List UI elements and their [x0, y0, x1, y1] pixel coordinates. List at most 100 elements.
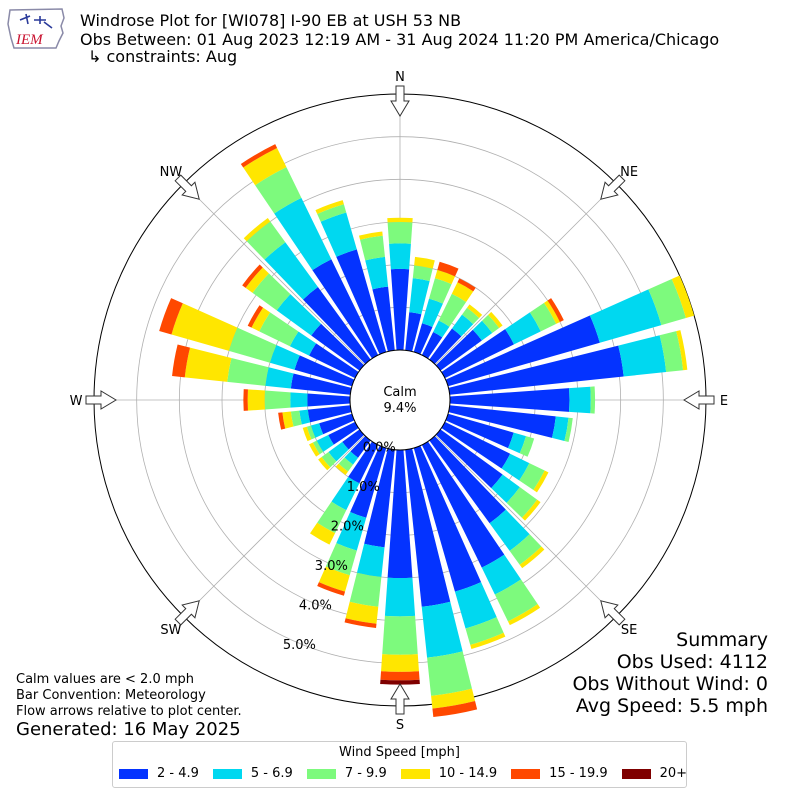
windrose-bar-segment: [274, 197, 332, 271]
windrose-bar-segment: [372, 286, 395, 352]
calm-value: 9.4%: [383, 401, 416, 416]
windrose-bar-segment: [381, 654, 419, 672]
windrose-bar-segment: [310, 522, 336, 545]
windrose-bar-segment: [290, 392, 308, 408]
windrose-bar-segment: [547, 298, 564, 322]
windrose-bars: [159, 144, 695, 718]
windrose-bar-segment: [246, 221, 286, 260]
radial-tick-label: 2.0%: [331, 519, 364, 534]
chart-title: Windrose Plot for [WI078] I-90 EB at USH…: [80, 11, 462, 30]
windrose-bar-segment: [461, 307, 480, 325]
direction-label: N: [395, 70, 405, 85]
legend-entry: 20+: [621, 766, 687, 781]
windrose-bar-segment: [309, 343, 359, 379]
legend-label: 7 - 9.9: [344, 766, 387, 781]
windrose-bar-segment: [451, 282, 474, 302]
chart-subtitle: Obs Between: 01 Aug 2023 12:19 AM - 31 A…: [80, 30, 720, 49]
flow-arrow-icon: [683, 390, 715, 410]
windrose-bar-segment: [276, 294, 322, 336]
legend-entry: 2 - 4.9: [119, 766, 199, 781]
direction-label: SW: [160, 623, 181, 638]
windrose-bar-segment: [671, 275, 695, 319]
windrose-bar-segment: [309, 442, 320, 457]
windrose-bar-segment: [481, 554, 522, 595]
windrose-bar-segment: [387, 221, 413, 244]
windrose-bar-segment: [316, 435, 334, 452]
iem-logo: IEM: [6, 6, 68, 52]
windrose-bar-segment: [264, 390, 291, 410]
legend-items: 2 - 4.9 5 - 6.9 7 - 9.9 10 - 14.9 15 - 19.9 2…: [119, 766, 701, 781]
windrose-bar-segment: [336, 249, 387, 355]
windrose-bar-segment: [255, 167, 302, 214]
windrose-bar-segment: [303, 287, 371, 365]
windrose-bar-segment: [429, 435, 506, 524]
windrose-bar-segment: [467, 304, 483, 318]
windrose-bar-segment: [159, 298, 183, 335]
windrose-bar-segment: [242, 264, 263, 288]
windrose-bar-segment: [435, 429, 503, 489]
windrose-bar-segment: [364, 448, 395, 548]
windrose-bar-segment: [552, 416, 569, 441]
flow-arrow-icon: [600, 600, 626, 626]
legend-swatch: [119, 768, 148, 779]
windrose-bar-segment: [448, 405, 556, 438]
windrose-bar-segment: [380, 671, 420, 681]
windrose-bar-segment: [328, 421, 359, 445]
legend-label: 10 - 14.9: [438, 766, 498, 781]
windrose-bar-segment: [243, 389, 248, 411]
windrose-bar-segment: [307, 405, 352, 423]
windrose-bar-segment: [431, 688, 476, 709]
windrose-bar-segment: [342, 429, 365, 450]
windrose-bar-segment: [344, 451, 359, 465]
windrose-bar-segment: [529, 302, 557, 332]
windrose-bar-segment: [311, 323, 365, 371]
flow-arrow-icon: [174, 600, 200, 626]
windrose-bar-segment: [318, 456, 331, 471]
windrose-bar-segment: [451, 314, 474, 337]
windrose-bar-segment: [429, 278, 452, 304]
windrose-bar-segment: [321, 451, 337, 468]
windrose-bar-segment: [519, 436, 535, 457]
windrose-bar-segment: [264, 242, 318, 300]
windrose-bar-segment: [240, 144, 278, 168]
windrose-bar-segment: [387, 449, 413, 578]
windrose-bar-segment: [331, 476, 360, 511]
windrose-bar-segment: [320, 212, 357, 257]
windrose-bar-segment: [441, 421, 511, 469]
flow-arrow-icon: [390, 85, 410, 117]
windrose-bar-segment: [505, 312, 541, 345]
windrose-bar-segment: [421, 332, 443, 359]
windrose-bar-segment: [294, 355, 355, 387]
legend-label: 15 - 19.9: [549, 766, 608, 781]
windrose-bar-segment: [569, 386, 591, 414]
windrose-bar-segment: [519, 546, 545, 569]
legend-entry: 7 - 9.9: [306, 766, 387, 781]
iem-logo-text: IEM: [15, 32, 44, 48]
windrose-bar-segment: [482, 314, 500, 333]
windrose-bar-segment: [336, 511, 367, 551]
windrose-bar-segment: [472, 320, 493, 341]
windrose-bar-segment: [269, 344, 300, 370]
grid-spoke: [183, 183, 365, 365]
windrose-bar-segment: [659, 331, 684, 373]
summary-avg-speed: Avg Speed: 5.5 mph: [575, 695, 768, 717]
windrose-bar-segment: [290, 410, 302, 427]
legend-entry: 10 - 14.9: [400, 766, 498, 781]
direction-label: SE: [621, 623, 637, 638]
flow-arrow-icon: [85, 390, 117, 410]
grid-spoke: [435, 435, 617, 617]
windrose-bar-segment: [349, 572, 382, 607]
legend-label: 2 - 4.9: [157, 766, 199, 781]
flow-arrow-icon: [600, 174, 626, 200]
windrose-bar-segment: [359, 231, 383, 240]
windrose-bar-segment: [307, 393, 351, 407]
windrose-bar-segment: [413, 445, 482, 592]
windrose-bar-segment: [508, 432, 526, 454]
windrose-bar-segment: [590, 386, 596, 414]
direction-label: NE: [620, 165, 638, 180]
legend-entry: 5 - 6.9: [212, 766, 293, 781]
windrose-bar-segment: [317, 501, 347, 534]
windrose-bar-segment: [521, 499, 541, 521]
grid-spoke: [183, 435, 365, 617]
